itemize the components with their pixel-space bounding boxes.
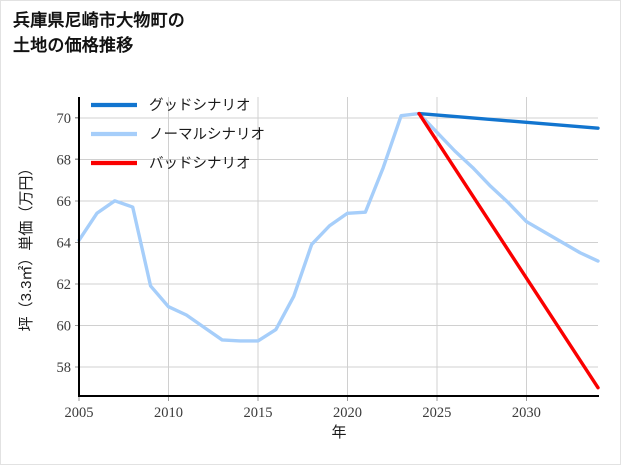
axis-spines-group (77, 97, 599, 398)
legend-label-bad: バッドシナリオ (149, 156, 251, 172)
y-axis-tick-label: 58 (57, 360, 72, 376)
series-line-グッドシナリオ (417, 111, 600, 130)
x-axis-tick-label: 2015 (243, 405, 272, 421)
x-axis-tick-label: 2010 (154, 405, 183, 421)
x-axis-tick-labels: 2005 2010 2015 2020 2025 2030 (65, 405, 541, 421)
y-axis-tick-label: 68 (57, 152, 72, 168)
legend-label-good: グッドシナリオ (149, 97, 251, 114)
x-axis-tick-label: 2020 (333, 405, 362, 421)
series-group (77, 111, 600, 390)
y-axis-tick-label: 60 (57, 318, 72, 334)
page-title: 兵庫県尼崎市大物町の 土地の価格推移 (13, 11, 185, 55)
tickmarks-group (75, 117, 527, 401)
series-line-バッドシナリオ (417, 111, 600, 390)
series-line-ノーマルシナリオ (77, 111, 600, 343)
y-axis-tick-labels: 58 60 62 64 66 68 70 (57, 111, 72, 376)
y-axis-tick-label: 64 (57, 235, 72, 251)
y-axis-tick-label: 70 (57, 111, 72, 127)
x-axis-tick-label: 2005 (65, 405, 94, 421)
y-axis-title: 坪（3.3㎡）単価（万円） (18, 161, 35, 332)
x-axis-tick-label: 2025 (422, 405, 451, 421)
x-axis-tick-label: 2030 (512, 405, 541, 421)
x-axis-title: 年 (331, 424, 346, 441)
legend-label-normal: ノーマルシナリオ (149, 127, 265, 143)
y-axis-tick-label: 62 (57, 277, 72, 293)
y-axis-tick-label: 66 (57, 194, 72, 210)
